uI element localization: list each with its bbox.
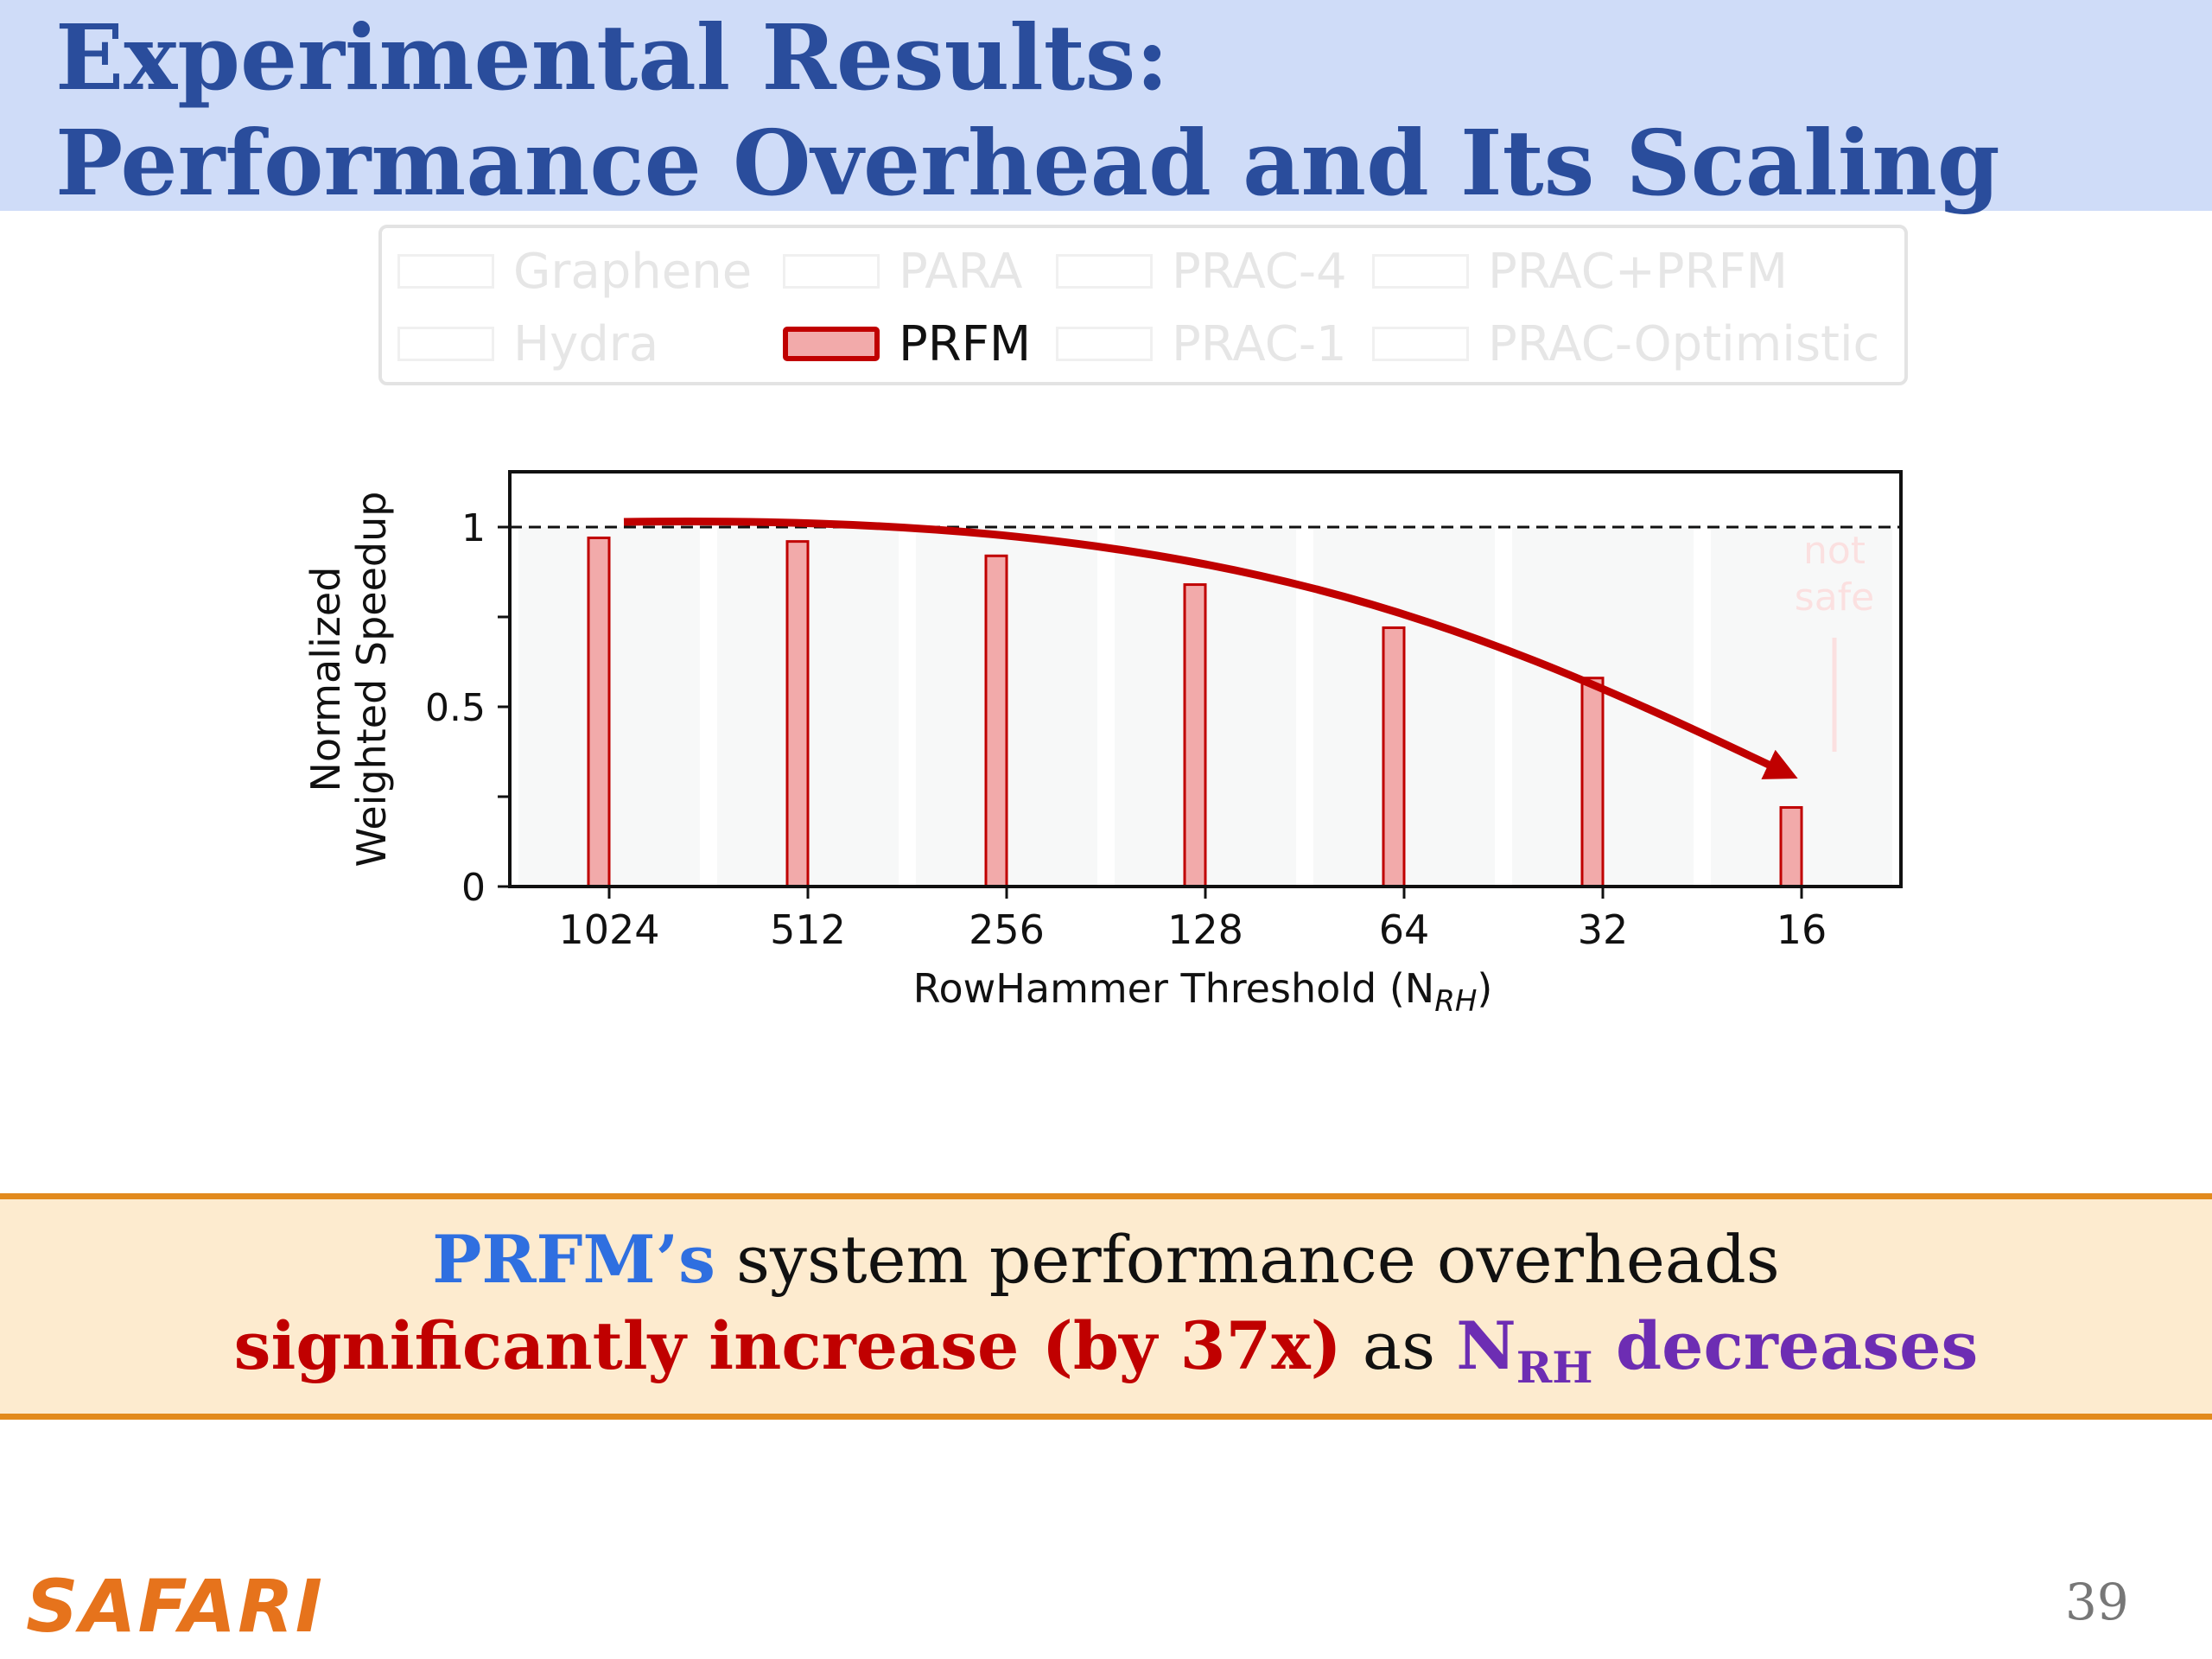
legend-item-para: PARA [783, 243, 1023, 300]
y-axis-label-line1: Normalized [302, 567, 349, 792]
chart-legend: Graphene PARA PRAC-4 PRAC+PRFM Hydra PRF… [378, 225, 1908, 385]
takeaway-text-1: system performance overheads [715, 1221, 1780, 1298]
title-line-1: Experimental Results: [55, 4, 1169, 111]
legend-swatch [1372, 254, 1469, 289]
legend-label: PRAC-Optimistic [1488, 315, 1880, 372]
x-tick-label-256: 256 [969, 906, 1045, 953]
prfm-bar-256 [984, 554, 1008, 888]
legend-swatch [1056, 254, 1153, 289]
legend-label: PRAC+PRFM [1488, 243, 1788, 300]
legend-swatch-prfm [783, 327, 880, 361]
trend-arrow [623, 517, 1798, 779]
legend-item-prac-4: PRAC-4 [1056, 243, 1347, 300]
x-tick-label-1024: 1024 [558, 906, 659, 953]
legend-swatch [1056, 327, 1153, 361]
legend-swatch [783, 254, 880, 289]
x-tick-label-512: 512 [770, 906, 846, 953]
legend-label: PRFM [899, 315, 1032, 372]
legend-item-prac-prfm: PRAC+PRFM [1372, 243, 1788, 300]
legend-item-graphene: Graphene [397, 243, 753, 300]
prfm-bar-64 [1382, 626, 1406, 888]
legend-label: PRAC-1 [1172, 315, 1347, 372]
legend-swatch [397, 327, 494, 361]
performance-chart: 00.51 1024 512 256 128 64 32 16 not safe RowHa… [302, 470, 1903, 1019]
prfm-bar-32 [1580, 677, 1605, 888]
x-tick-label-16: 16 [1777, 906, 1827, 953]
prfm-bar-16 [1779, 805, 1803, 888]
legend-item-prfm: PRFM [783, 315, 1032, 372]
x-axis-label: RowHammer Threshold (NRH) [913, 965, 1493, 1019]
x-tick-label-32: 32 [1578, 906, 1629, 953]
takeaway-line-2: significantly increase (by 37x) as NRH d… [0, 1303, 2212, 1411]
legend-label: Graphene [513, 243, 753, 300]
legend-label: PRAC-4 [1172, 243, 1347, 300]
prfm-bar-128 [1183, 583, 1207, 888]
y-tick-label-0.5: 0.5 [425, 686, 486, 730]
legend-swatch [397, 254, 494, 289]
x-axis-ticks: 1024 512 256 128 64 32 16 [558, 887, 1827, 953]
legend-item-prac-optimistic: PRAC-Optimistic [1372, 315, 1880, 372]
takeaway-as: as [1341, 1307, 1457, 1384]
not-safe-annotation-line1: not [1803, 529, 1866, 573]
safari-logo: SAFARI [26, 1564, 325, 1649]
legend-swatch [1372, 327, 1469, 361]
legend-label: PARA [899, 243, 1023, 300]
legend-item-prac-1: PRAC-1 [1056, 315, 1347, 372]
y-axis-label-line2: Weighted Speedup [348, 492, 395, 868]
takeaway-line-1: PRFM’s system performance overheads [0, 1217, 2212, 1303]
y-tick-label-0: 0 [461, 866, 486, 910]
takeaway-nrh: NRH [1456, 1307, 1593, 1393]
not-safe-annotation-line2: safe [1795, 575, 1874, 620]
x-tick-label-64: 64 [1379, 906, 1430, 953]
prfm-bar-1024 [587, 536, 611, 888]
takeaway-box: PRFM’s system performance overheads sign… [0, 1193, 2212, 1420]
takeaway-prfm: PRFM’s [432, 1221, 715, 1298]
y-tick-label-1: 1 [461, 506, 486, 550]
x-tick-label-128: 128 [1167, 906, 1243, 953]
takeaway-decreases: decreases [1592, 1307, 1979, 1384]
title-line-2: Performance Overhead and Its Scaling [55, 110, 2000, 216]
legend-label: Hydra [513, 315, 659, 372]
legend-item-hydra: Hydra [397, 315, 659, 372]
y-axis-ticks: 00.51 [425, 506, 510, 910]
takeaway-increase: significantly increase (by 37x) [233, 1307, 1342, 1384]
title-band [0, 0, 2212, 211]
page-number: 39 [2065, 1573, 2129, 1631]
slide-title: Experimental Results: Performance Overhe… [55, 5, 2000, 216]
prfm-bar-512 [785, 540, 810, 888]
